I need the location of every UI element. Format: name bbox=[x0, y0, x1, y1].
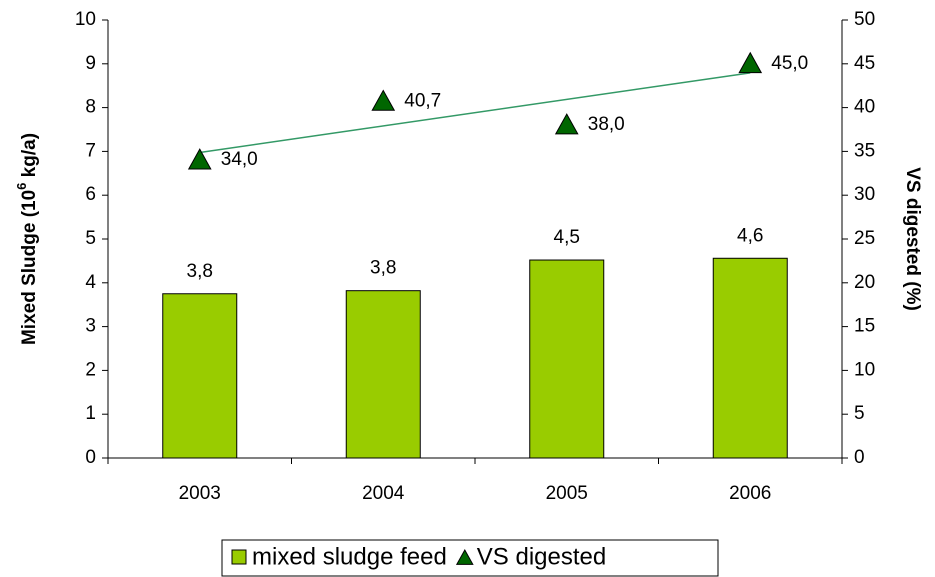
y2-tick-label: 5 bbox=[854, 403, 865, 424]
y2-tick-label: 20 bbox=[854, 272, 875, 293]
y-tick-label: 2 bbox=[85, 359, 96, 380]
trendline bbox=[199, 72, 751, 154]
point-value-label: 45,0 bbox=[771, 53, 808, 74]
x-tick-label: 2005 bbox=[546, 483, 588, 504]
y-title-part: kg/a) bbox=[19, 133, 40, 183]
marker bbox=[554, 113, 579, 135]
y2-tick-label: 45 bbox=[854, 53, 875, 74]
legend-swatch bbox=[455, 548, 474, 565]
legend-swatch bbox=[231, 549, 247, 565]
y-tick-label: 6 bbox=[85, 184, 96, 205]
y-tick-label: 4 bbox=[85, 272, 96, 293]
y-tick-label: 3 bbox=[85, 316, 96, 337]
bar-value-label: 3,8 bbox=[187, 261, 213, 282]
bar-value-label: 4,5 bbox=[554, 227, 580, 248]
y2-tick-label: 0 bbox=[854, 447, 865, 468]
y2-tick-label: 30 bbox=[854, 184, 875, 205]
y-tick-label: 1 bbox=[85, 403, 96, 424]
legend-label: VS digested bbox=[477, 543, 606, 570]
bar bbox=[529, 259, 605, 459]
bar bbox=[162, 293, 238, 459]
bar-value-label: 4,6 bbox=[737, 225, 763, 246]
marker bbox=[738, 51, 763, 74]
y-tick-label: 9 bbox=[85, 53, 96, 74]
legend-label: mixed sludge feed bbox=[252, 543, 447, 570]
x-tick-label: 2004 bbox=[362, 483, 405, 504]
y-tick-label: 8 bbox=[85, 97, 96, 118]
y2-tick-label: 25 bbox=[854, 228, 875, 249]
y2-tick-label: 35 bbox=[854, 140, 875, 161]
bar-value-label: 3,8 bbox=[370, 258, 396, 279]
marker bbox=[371, 89, 396, 111]
y-title-part: Mixed Sludge (10 bbox=[19, 190, 40, 345]
point-value-label: 34,0 bbox=[221, 149, 258, 170]
y2-tick-label: 15 bbox=[854, 316, 875, 337]
y-axis-title: Mixed Sludge (106 kg/a) bbox=[14, 133, 40, 345]
y-tick-label: 7 bbox=[85, 140, 96, 161]
x-tick-label: 2006 bbox=[729, 483, 771, 504]
marker bbox=[187, 148, 212, 170]
point-value-label: 38,0 bbox=[588, 114, 625, 135]
bar bbox=[345, 290, 421, 459]
y2-tick-label: 40 bbox=[854, 97, 875, 118]
y2-tick-label: 10 bbox=[854, 359, 875, 380]
point-value-label: 40,7 bbox=[404, 90, 441, 111]
y-tick-label: 5 bbox=[85, 228, 96, 249]
y2-tick-label: 50 bbox=[854, 9, 875, 30]
y-title-sup: 6 bbox=[14, 183, 29, 190]
y2-axis-title: VS digested (%) bbox=[902, 167, 923, 311]
y-tick-label: 10 bbox=[75, 9, 96, 30]
legend bbox=[221, 539, 719, 577]
bar bbox=[712, 257, 788, 459]
y-tick-label: 0 bbox=[85, 447, 96, 468]
x-tick-label: 2003 bbox=[179, 483, 221, 504]
